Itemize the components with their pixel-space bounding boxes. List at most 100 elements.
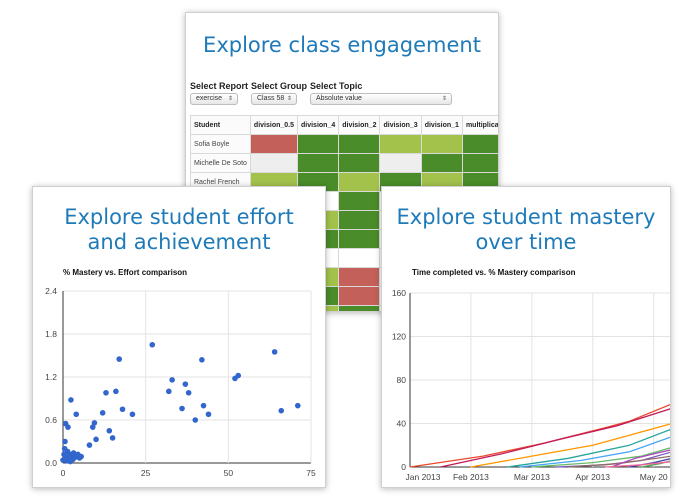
series-line [531,447,670,468]
data-point [169,377,175,383]
heatmap-cell [338,286,381,306]
line-chart: Time completed vs. % Mastery comparison 0… [392,268,670,482]
y-tick-label: 0.6 [45,415,57,425]
effort-title-line2: and achievement [87,230,271,254]
data-point [166,388,172,395]
chevron-updown-icon: ⇕ [286,96,292,102]
mastery-card: Explore student mastery over time Time c… [381,186,671,488]
heatmap-cell [379,153,422,173]
heatmap-cell [461,134,498,154]
chart-title: % Mastery vs. Effort comparison [63,268,187,277]
data-point [294,402,301,409]
heatmap-cell [338,267,381,287]
y-tick-label: 80 [397,375,407,385]
select-report-label: Select Report [190,81,249,91]
engagement-title: Explore class engagement [203,33,481,57]
y-tick-label: 40 [397,419,407,429]
scatter-chart: % Mastery vs. Effort comparison 0.0 0.6 1.2… [45,268,316,478]
column-header[interactable]: division_3 [379,115,422,135]
column-header[interactable]: division_0.5 [249,115,299,135]
x-tick-label: Feb 2013 [453,472,489,482]
mastery-title-line2: over time [475,230,577,254]
x-tick-label: Apr 2013 [576,472,611,482]
column-header[interactable]: division_1 [420,115,463,135]
series-line [519,436,670,468]
x-tick-label: 75 [306,468,316,478]
table-row: Sofia Boyle [190,134,498,154]
heatmap-cell [379,134,422,154]
y-tick-label: 0.0 [45,458,57,468]
data-point [109,435,116,441]
student-name-cell[interactable]: Sofia Boyle [190,134,251,154]
table-header-row: Student division_0.5 division_4 division… [190,115,498,135]
heatmap-cell [338,153,381,173]
mastery-title: Explore student mastery over time [382,205,670,255]
data-point [99,410,106,416]
heatmap-cell [338,172,381,192]
data-point [65,424,71,430]
series-line [507,428,670,468]
heatmap-cell [338,134,381,154]
x-tick-label: May 20 [640,472,668,482]
data-point [205,411,212,418]
data-point [106,427,113,434]
data-point [62,438,68,445]
column-header-student[interactable]: Student [190,115,251,135]
x-tick-label: 0 [61,468,66,478]
chart-title: Time completed vs. % Mastery comparison [412,268,576,277]
heatmap-cell [249,153,299,173]
data-point [68,397,74,403]
heatmap-cell [420,153,463,173]
data-point [73,411,80,418]
data-point [185,389,192,396]
data-point [199,357,205,363]
data-point [271,349,278,355]
data-point [182,381,189,387]
effort-card: Explore student effort and achievement %… [32,186,326,488]
heatmap-cell [249,134,299,154]
report-select[interactable]: exercise ⇕ [190,93,238,105]
heatmap-cell [338,305,381,311]
effort-title-line1: Explore student effort [64,205,294,229]
data-point [192,417,199,423]
series-line [610,449,670,468]
data-point [93,436,99,443]
student-name-cell[interactable]: Michelle De Soto [190,153,251,173]
table-row: Michelle De Soto [190,153,498,173]
y-tick-label: 120 [392,332,406,342]
data-point [235,372,242,379]
effort-title: Explore student effort and achievement [33,205,325,255]
y-tick-label: 1.2 [45,372,57,382]
data-point [89,424,96,430]
data-point [103,389,109,396]
series-line [440,408,670,468]
series-line [470,423,670,468]
data-point [129,411,136,418]
heatmap-cell [338,191,381,211]
data-point [179,405,185,412]
heatmap-cell [338,210,381,230]
y-tick-label: 1.8 [45,329,57,339]
data-point [78,453,84,460]
x-tick-label: 50 [224,468,234,478]
column-header[interactable]: division_4 [296,115,340,135]
column-header[interactable]: multiplicat [461,115,498,135]
chevron-updown-icon: ⇕ [441,96,447,102]
topic-select[interactable]: Absolute value ⇕ [310,93,452,105]
series-line [604,461,670,468]
data-point [200,402,207,409]
heatmap-cell [338,229,381,249]
y-tick-label: 160 [392,288,406,298]
x-tick-label: Jan 2013 [406,472,441,482]
y-tick-label: 2.4 [45,286,57,296]
series-line [568,455,670,468]
data-point [113,388,119,395]
heatmap-cell [420,134,463,154]
group-select-value: Class 58 [257,95,285,102]
column-header[interactable]: division_2 [338,115,381,135]
x-tick-label: 25 [141,468,151,478]
group-select[interactable]: Class 58 ⇕ [251,93,297,105]
topic-select-value: Absolute value [316,95,362,102]
data-point [149,341,156,348]
heatmap-cell [461,153,498,173]
